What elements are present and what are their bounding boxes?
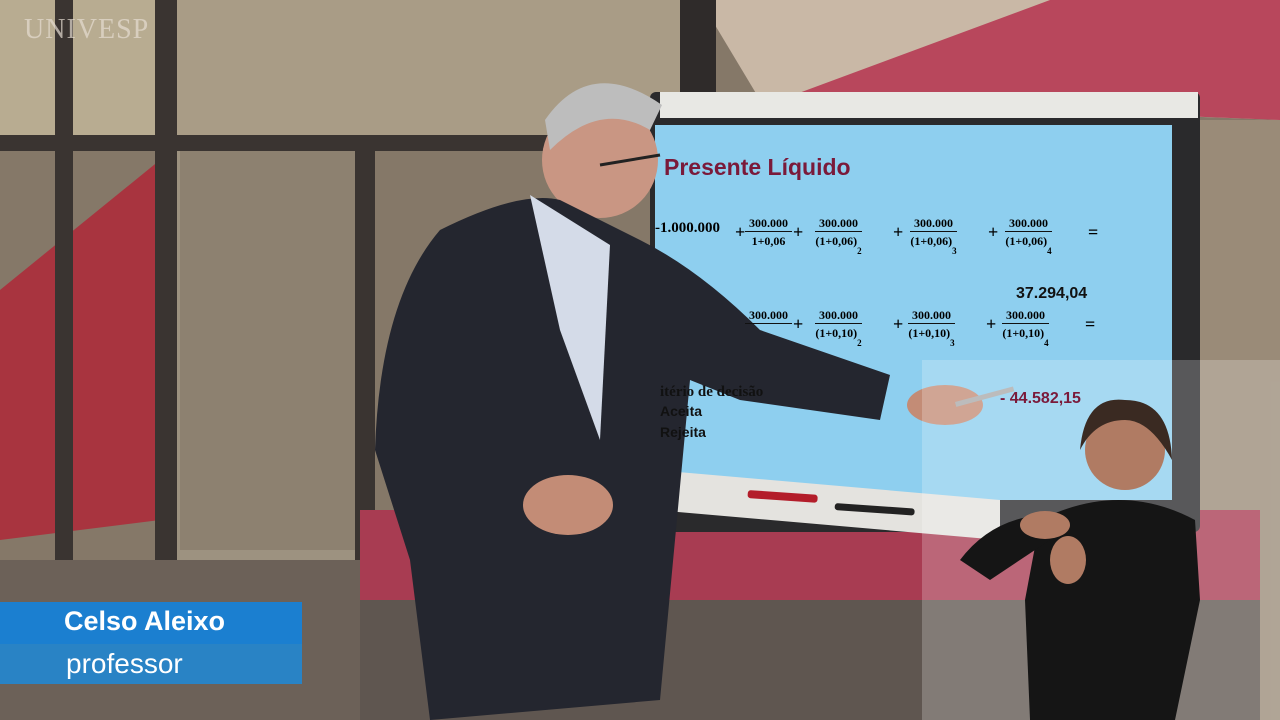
speaker-name: Celso Aleixo [64, 606, 226, 636]
denominator-base: (1+0,06) [910, 234, 953, 248]
numerator: 300.000 [815, 308, 862, 324]
fraction: 300.000 [745, 308, 792, 324]
numerator: 300.000 [908, 308, 955, 324]
plus-sign: + [893, 314, 904, 334]
denominator-base: (1+0,10) [1002, 326, 1045, 340]
exponent: 3 [950, 338, 955, 349]
denominator-base: (1+0,10) [908, 326, 951, 340]
numerator: 300.000 [815, 216, 862, 232]
denominator-base: (1+0,06) [1005, 234, 1048, 248]
criteria-item: Rejeita [660, 424, 706, 440]
denominator: (1+0,10)3 [908, 324, 955, 348]
plus-sign: + [793, 314, 804, 334]
exponent: 3 [952, 246, 957, 257]
denominator: (1+0,06)3 [910, 232, 957, 256]
numerator: 300.000 [1002, 308, 1049, 324]
equals-sign: = [1088, 222, 1099, 242]
plus-sign: + [893, 222, 904, 242]
numerator: 300.000 [1005, 216, 1052, 232]
denominator: (1+0,10)2 [815, 324, 862, 348]
fraction: 300.000 (1+0,10)3 [908, 308, 955, 348]
denominator: 1+0,06 [745, 232, 792, 249]
lead-term: -1.000.000 [655, 220, 720, 236]
fraction: 300.000 (1+0,06)4 [1005, 216, 1052, 256]
numerator: 300.000 [910, 216, 957, 232]
denominator: (1+0,06)2 [815, 232, 862, 256]
fraction: 300.000 (1+0,06)2 [815, 216, 862, 256]
plus-sign: + [986, 314, 997, 334]
result-1: 37.294,04 [1016, 285, 1088, 302]
denominator: (1+0,06)4 [1005, 232, 1052, 256]
denominator-base: (1+0,06) [815, 234, 858, 248]
numerator: 300.000 [745, 308, 792, 324]
exponent: 4 [1047, 246, 1052, 257]
exponent: 2 [857, 246, 862, 257]
fraction: 300.000 (1+0,06)3 [910, 216, 957, 256]
plus-sign: + [735, 222, 746, 242]
exponent: 4 [1044, 338, 1049, 349]
plus-sign: + [793, 222, 804, 242]
board-title: Presente Líquido [664, 154, 851, 180]
fraction: 300.000 (1+0,10)4 [1002, 308, 1049, 348]
plus-sign: + [988, 222, 999, 242]
exponent: 2 [857, 338, 862, 349]
denominator: (1+0,10)4 [1002, 324, 1049, 348]
criteria-heading: itério de decisão [660, 384, 764, 400]
denominator-base: (1+0,10) [815, 326, 858, 340]
speaker-role: professor [66, 648, 183, 679]
denominator-base: 1+0,06 [751, 234, 786, 248]
result-2: - 44.582,15 [1000, 390, 1081, 407]
fraction: 300.000 (1+0,10)2 [815, 308, 862, 348]
criteria-item: Aceita [660, 403, 703, 419]
channel-logo: UNIVESP [24, 14, 150, 45]
equals-sign: = [1085, 314, 1096, 334]
fraction: 300.000 1+0,06 [745, 216, 792, 249]
numerator: 300.000 [745, 216, 792, 232]
